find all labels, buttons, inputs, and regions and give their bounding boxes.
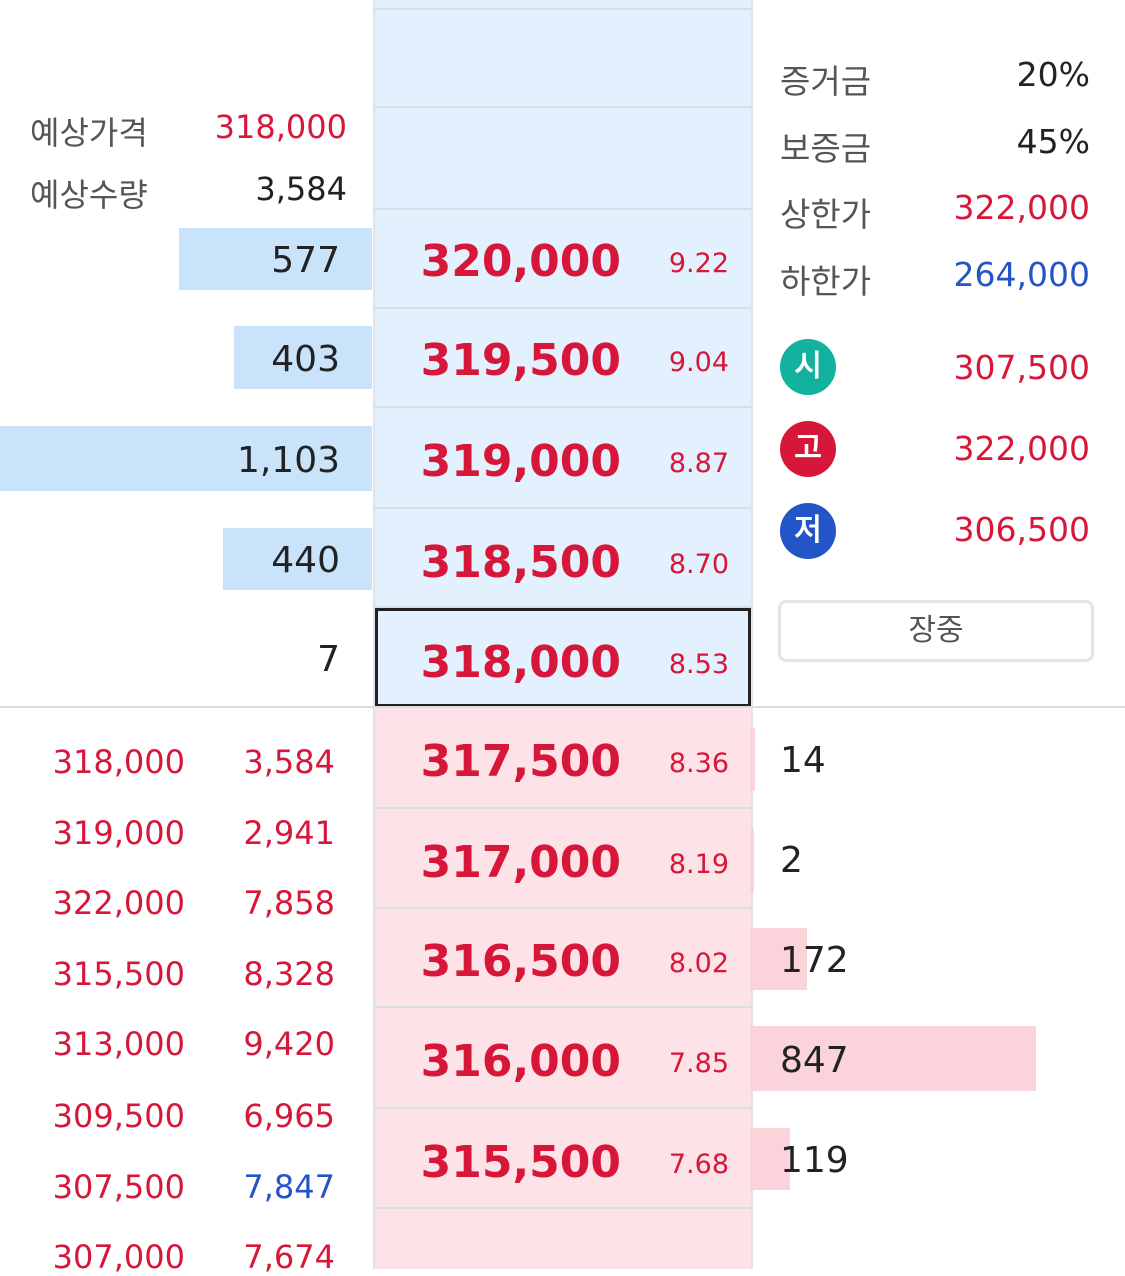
ask-change-pct: 9.22: [668, 248, 729, 279]
price-column: 320,000 9.22 319,500 9.04 319,000 8.87 3…: [373, 0, 753, 1269]
ask-volume[interactable]: 1,103: [236, 440, 340, 481]
trade-qty: 3,584: [243, 743, 335, 781]
margin-value: 20%: [1016, 55, 1090, 94]
trade-price: 319,000: [52, 814, 185, 852]
high-price-value: 322,000: [953, 429, 1090, 468]
bid-change-pct: 8.36: [668, 748, 729, 779]
bid-volume-bar: [750, 829, 754, 892]
section-divider: [0, 706, 1125, 708]
ask-volume[interactable]: 577: [271, 240, 340, 281]
trade-price: 313,000: [52, 1025, 185, 1063]
bid-row[interactable]: 316,500 8.02: [375, 909, 751, 1008]
trade-price: 307,500: [52, 1168, 185, 1206]
trade-price: 318,000: [52, 743, 185, 781]
expected-qty-label: 예상수량: [30, 176, 148, 214]
open-price-value: 307,500: [953, 348, 1090, 387]
bid-volume[interactable]: 119: [780, 1140, 849, 1181]
ask-volume[interactable]: 440: [271, 540, 340, 581]
open-badge-icon: 시: [780, 339, 836, 395]
low-price-value: 306,500: [953, 510, 1090, 549]
bid-volume[interactable]: 2: [780, 840, 803, 881]
trade-qty: 7,674: [243, 1238, 335, 1276]
ask-volume-bar: [223, 528, 372, 590]
bid-change-pct: 7.85: [668, 1048, 729, 1079]
ask-change-pct: 9.04: [668, 347, 729, 378]
trade-price: 322,000: [52, 884, 185, 922]
trade-price: 315,500: [52, 955, 185, 993]
bid-row[interactable]: 317,500 8.36: [375, 708, 751, 809]
trade-qty: 7,858: [243, 884, 335, 922]
margin-label: 증거금: [780, 62, 872, 101]
trade-qty: 6,965: [243, 1097, 335, 1135]
ask-price: 318,000: [420, 637, 621, 688]
trade-price: 307,000: [52, 1238, 185, 1276]
market-session-button[interactable]: 장중: [778, 600, 1094, 662]
ask-change-pct: 8.70: [668, 549, 729, 580]
bid-price: 317,500: [420, 736, 621, 787]
bid-price: 316,000: [420, 1036, 621, 1087]
bid-change-pct: 8.19: [668, 849, 729, 880]
bid-volume-bar: [750, 728, 755, 791]
ask-volume[interactable]: 7: [317, 639, 340, 680]
bid-price: 315,500: [420, 1137, 621, 1188]
deposit-label: 보증금: [780, 129, 872, 168]
ask-row-current[interactable]: 318,000 8.53: [375, 608, 751, 707]
ask-change-pct: 8.87: [668, 448, 729, 479]
deposit-value: 45%: [1016, 122, 1090, 161]
bid-volume-bar: [750, 1026, 1036, 1091]
ask-price: 319,500: [420, 335, 621, 386]
trade-qty: 8,328: [243, 955, 335, 993]
ask-volume-bar: [0, 426, 372, 491]
expected-price-value: 318,000: [214, 108, 347, 146]
upper-limit-value: 322,000: [953, 188, 1090, 227]
bid-change-pct: 8.02: [668, 948, 729, 979]
trade-qty: 9,420: [243, 1025, 335, 1063]
bid-volume[interactable]: 14: [780, 740, 826, 781]
expected-price-label: 예상가격: [30, 114, 148, 152]
bid-price: 316,500: [420, 936, 621, 987]
bid-cell-empty: [375, 1209, 751, 1269]
bid-row[interactable]: 317,000 8.19: [375, 809, 751, 909]
trade-price: 309,500: [52, 1097, 185, 1135]
bid-volume[interactable]: 847: [780, 1040, 849, 1081]
bid-price: 317,000: [420, 837, 621, 888]
ask-price: 320,000: [420, 236, 621, 287]
ask-cell-empty: [375, 10, 751, 108]
high-badge-icon: 고: [780, 421, 836, 477]
bid-change-pct: 7.68: [668, 1149, 729, 1180]
ask-price: 318,500: [420, 537, 621, 588]
ask-cell-empty: [375, 108, 751, 210]
trade-qty: 7,847: [243, 1168, 335, 1206]
bid-volume-bar: [750, 928, 807, 990]
bid-volume-bar: [750, 1128, 790, 1190]
ask-row[interactable]: 318,500 8.70: [375, 509, 751, 608]
expected-qty-value: 3,584: [255, 170, 347, 208]
trade-qty: 2,941: [243, 814, 335, 852]
upper-limit-label: 상한가: [780, 195, 872, 234]
low-badge-icon: 저: [780, 503, 836, 559]
lower-limit-value: 264,000: [953, 255, 1090, 294]
ask-row[interactable]: 320,000 9.22: [375, 210, 751, 309]
ask-row[interactable]: 319,000 8.87: [375, 408, 751, 509]
bid-volume[interactable]: 172: [780, 940, 849, 981]
ask-volume-bar: [179, 228, 372, 290]
ask-cell-empty: [375, 0, 751, 10]
ask-volume-bar: [234, 326, 372, 389]
ask-volume[interactable]: 403: [271, 339, 340, 380]
bid-row[interactable]: 315,500 7.68: [375, 1109, 751, 1209]
ask-price: 319,000: [420, 436, 621, 487]
ask-row[interactable]: 319,500 9.04: [375, 309, 751, 408]
lower-limit-label: 하한가: [780, 262, 872, 301]
bid-row[interactable]: 316,000 7.85: [375, 1008, 751, 1109]
ask-change-pct: 8.53: [668, 649, 729, 680]
